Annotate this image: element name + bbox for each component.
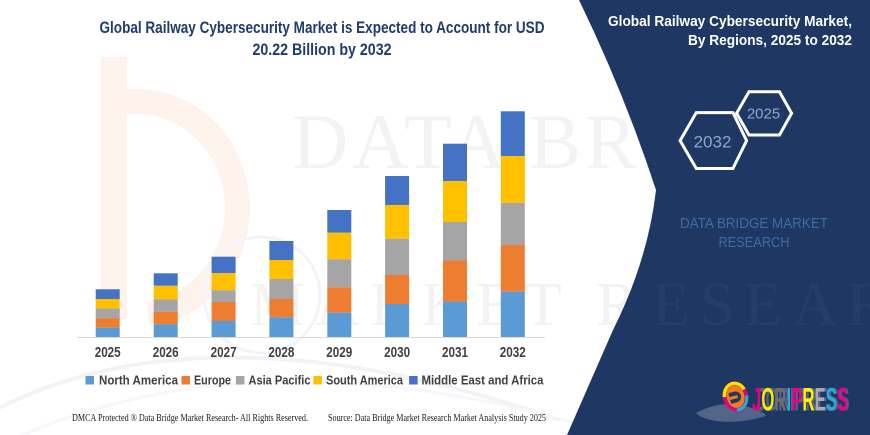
svg-text:2032: 2032 <box>694 133 732 152</box>
svg-text:2028: 2028 <box>268 345 294 361</box>
svg-text:ESEARCH: ESEARCH <box>652 271 870 339</box>
svg-text:DATA BRIDGE MARKET: DATA BRIDGE MARKET <box>680 216 828 232</box>
svg-text:2025: 2025 <box>95 345 121 361</box>
svg-text:DMCA Protected ® Data Bridge M: DMCA Protected ® Data Bridge Market Rese… <box>72 413 308 424</box>
svg-text:20.22 Billion by 2032: 20.22 Billion by 2032 <box>253 41 392 59</box>
svg-text:2032: 2032 <box>500 345 526 361</box>
svg-text:South America: South America <box>326 373 404 388</box>
svg-text:2027: 2027 <box>211 345 237 361</box>
svg-text:By Regions, 2025 to 2032: By Regions, 2025 to 2032 <box>688 33 852 49</box>
svg-text:JORIPRESS: JORIPRESS <box>757 382 850 418</box>
svg-text:Source: Data Bridge Market Res: Source: Data Bridge Market Research Mark… <box>328 413 546 424</box>
svg-text:2026: 2026 <box>153 345 179 361</box>
svg-text:Global Railway Cybersecurity M: Global Railway Cybersecurity Market, <box>608 14 852 30</box>
svg-text:Asia Pacific: Asia Pacific <box>249 373 311 388</box>
svg-text:2029: 2029 <box>326 345 352 361</box>
svg-text:JORIPRESS: JORIPRESS <box>752 382 848 418</box>
svg-text:RESEARCH: RESEARCH <box>719 235 790 251</box>
svg-text:2031: 2031 <box>442 345 468 361</box>
svg-text:2030: 2030 <box>384 345 410 361</box>
svg-text:Middle East and Africa: Middle East and Africa <box>422 373 545 388</box>
svg-text:North America: North America <box>99 373 179 388</box>
svg-text:2025: 2025 <box>747 106 780 123</box>
svg-text:Global Railway Cybersecurity M: Global Railway Cybersecurity Market is E… <box>100 19 545 37</box>
svg-text:Europe: Europe <box>194 373 231 388</box>
